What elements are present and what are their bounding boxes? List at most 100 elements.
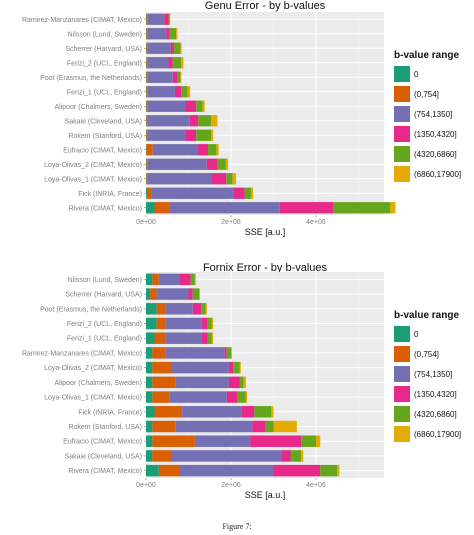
bar-segment xyxy=(211,115,218,127)
bar-segment xyxy=(265,420,274,433)
bar-segment xyxy=(180,71,182,83)
bar-segment xyxy=(170,42,175,54)
bar-segment xyxy=(177,71,181,83)
bar-segment xyxy=(175,420,253,433)
bar-segment xyxy=(152,376,176,389)
bar-segment xyxy=(245,391,248,403)
bar-segment xyxy=(390,202,396,214)
bar-segment xyxy=(150,288,157,300)
bar-segment xyxy=(152,391,170,403)
x-axis-title: SSE [a.u.] xyxy=(245,227,286,237)
bar-segment xyxy=(337,464,340,477)
bar-segment xyxy=(181,57,184,69)
bar-segment xyxy=(196,100,203,112)
bar-segment xyxy=(211,332,214,344)
category-label: Alipoor (Chalmers, Sweden) xyxy=(54,380,142,387)
bar-segment xyxy=(152,347,166,359)
bar-segment xyxy=(180,464,274,477)
bar-segment xyxy=(152,420,176,433)
chart-title: Fornix Error - by b-values xyxy=(203,262,328,274)
bar-segment xyxy=(202,100,205,112)
bar-segment xyxy=(201,332,208,344)
bar-segment xyxy=(252,420,265,433)
category-label: Scherrer (Harvard, USA) xyxy=(65,292,142,299)
legend-swatch xyxy=(394,366,410,382)
legend-swatch xyxy=(394,326,410,342)
category-label: Loya-Olivas_1 (CIMAT, Mexico) xyxy=(44,176,142,183)
legend-label: (1350,4320] xyxy=(414,130,457,139)
bar-segment xyxy=(165,303,193,315)
category-label: Loya-Olivas_2 (CIMAT, Mexico) xyxy=(44,365,142,372)
bar-segment xyxy=(228,376,240,389)
bar-segment xyxy=(192,288,200,300)
bar-segment xyxy=(168,57,173,69)
bar-segment xyxy=(201,303,206,315)
bar-segment xyxy=(194,435,251,447)
legend-label: (1350,4320] xyxy=(414,390,457,399)
bar-segment xyxy=(181,86,188,98)
bar-segment xyxy=(146,464,159,477)
legend-swatch xyxy=(394,386,410,402)
bar-segment xyxy=(146,173,148,185)
bar-segment xyxy=(146,450,153,462)
bar-segment xyxy=(232,173,237,185)
bar-segment xyxy=(207,317,212,330)
bar-segment xyxy=(165,332,202,344)
legend-title: b-value range xyxy=(394,50,459,61)
bar-segment xyxy=(239,361,241,374)
bar-segment xyxy=(198,115,212,127)
bar-segment xyxy=(165,317,202,330)
bar-segment xyxy=(164,13,169,25)
category-label: Sakaie (Cleveland, USA) xyxy=(65,453,142,460)
bar-segment xyxy=(243,376,246,389)
bar-segment xyxy=(211,129,214,141)
bar-segment xyxy=(152,435,195,447)
x-tick-label: 4e+06 xyxy=(306,482,326,489)
figure-caption: Figure 7: xyxy=(222,522,252,531)
category-label: Rivera (CIMAT, Mexico) xyxy=(69,205,142,212)
bar-segment xyxy=(169,202,280,214)
legend-label: (754,1350] xyxy=(414,110,452,119)
legend-swatch xyxy=(394,86,410,102)
bar-segment xyxy=(282,450,291,462)
bar-segment xyxy=(192,303,202,315)
bar-segment xyxy=(147,115,190,127)
bar-segment xyxy=(147,13,165,25)
bar-segment xyxy=(244,187,251,199)
bar-segment xyxy=(174,86,182,98)
chart-title: Genu Error - by b-values xyxy=(205,0,326,12)
bar-segment xyxy=(320,464,338,477)
bar-segment xyxy=(241,406,255,418)
bar-segment xyxy=(146,187,152,199)
bar-segment xyxy=(154,202,170,214)
bar-segment xyxy=(146,129,148,141)
bar-segment xyxy=(185,100,197,112)
bar-segment xyxy=(146,57,148,69)
bar-segment xyxy=(333,202,391,214)
legend-swatch xyxy=(394,406,410,422)
category-label: Scherrer (Harvard, USA) xyxy=(65,46,142,53)
legend-swatch xyxy=(394,146,410,162)
bar-segment xyxy=(199,288,200,300)
bar-segment xyxy=(290,450,302,462)
bar-segment xyxy=(146,317,157,330)
bar-segment xyxy=(206,158,218,170)
category-label: Eufracio (CIMAT, Mexico) xyxy=(63,439,142,446)
legend-swatch xyxy=(394,426,410,442)
bar-segment xyxy=(158,464,180,477)
bar-segment xyxy=(226,391,238,403)
bar-segment xyxy=(146,391,153,403)
bar-segment xyxy=(224,347,227,359)
bar-segment xyxy=(158,273,180,286)
bar-segment xyxy=(146,187,147,199)
bar-segment xyxy=(279,202,333,214)
legend-label: (6860,17900] xyxy=(414,430,461,439)
bar-segment xyxy=(169,28,177,40)
legend-label: 0 xyxy=(414,70,419,79)
bar-segment xyxy=(207,332,212,344)
bar-segment xyxy=(233,361,240,374)
bar-segment xyxy=(146,273,153,286)
x-tick-label: 0e+00 xyxy=(136,219,156,226)
bar-segment xyxy=(180,42,182,54)
